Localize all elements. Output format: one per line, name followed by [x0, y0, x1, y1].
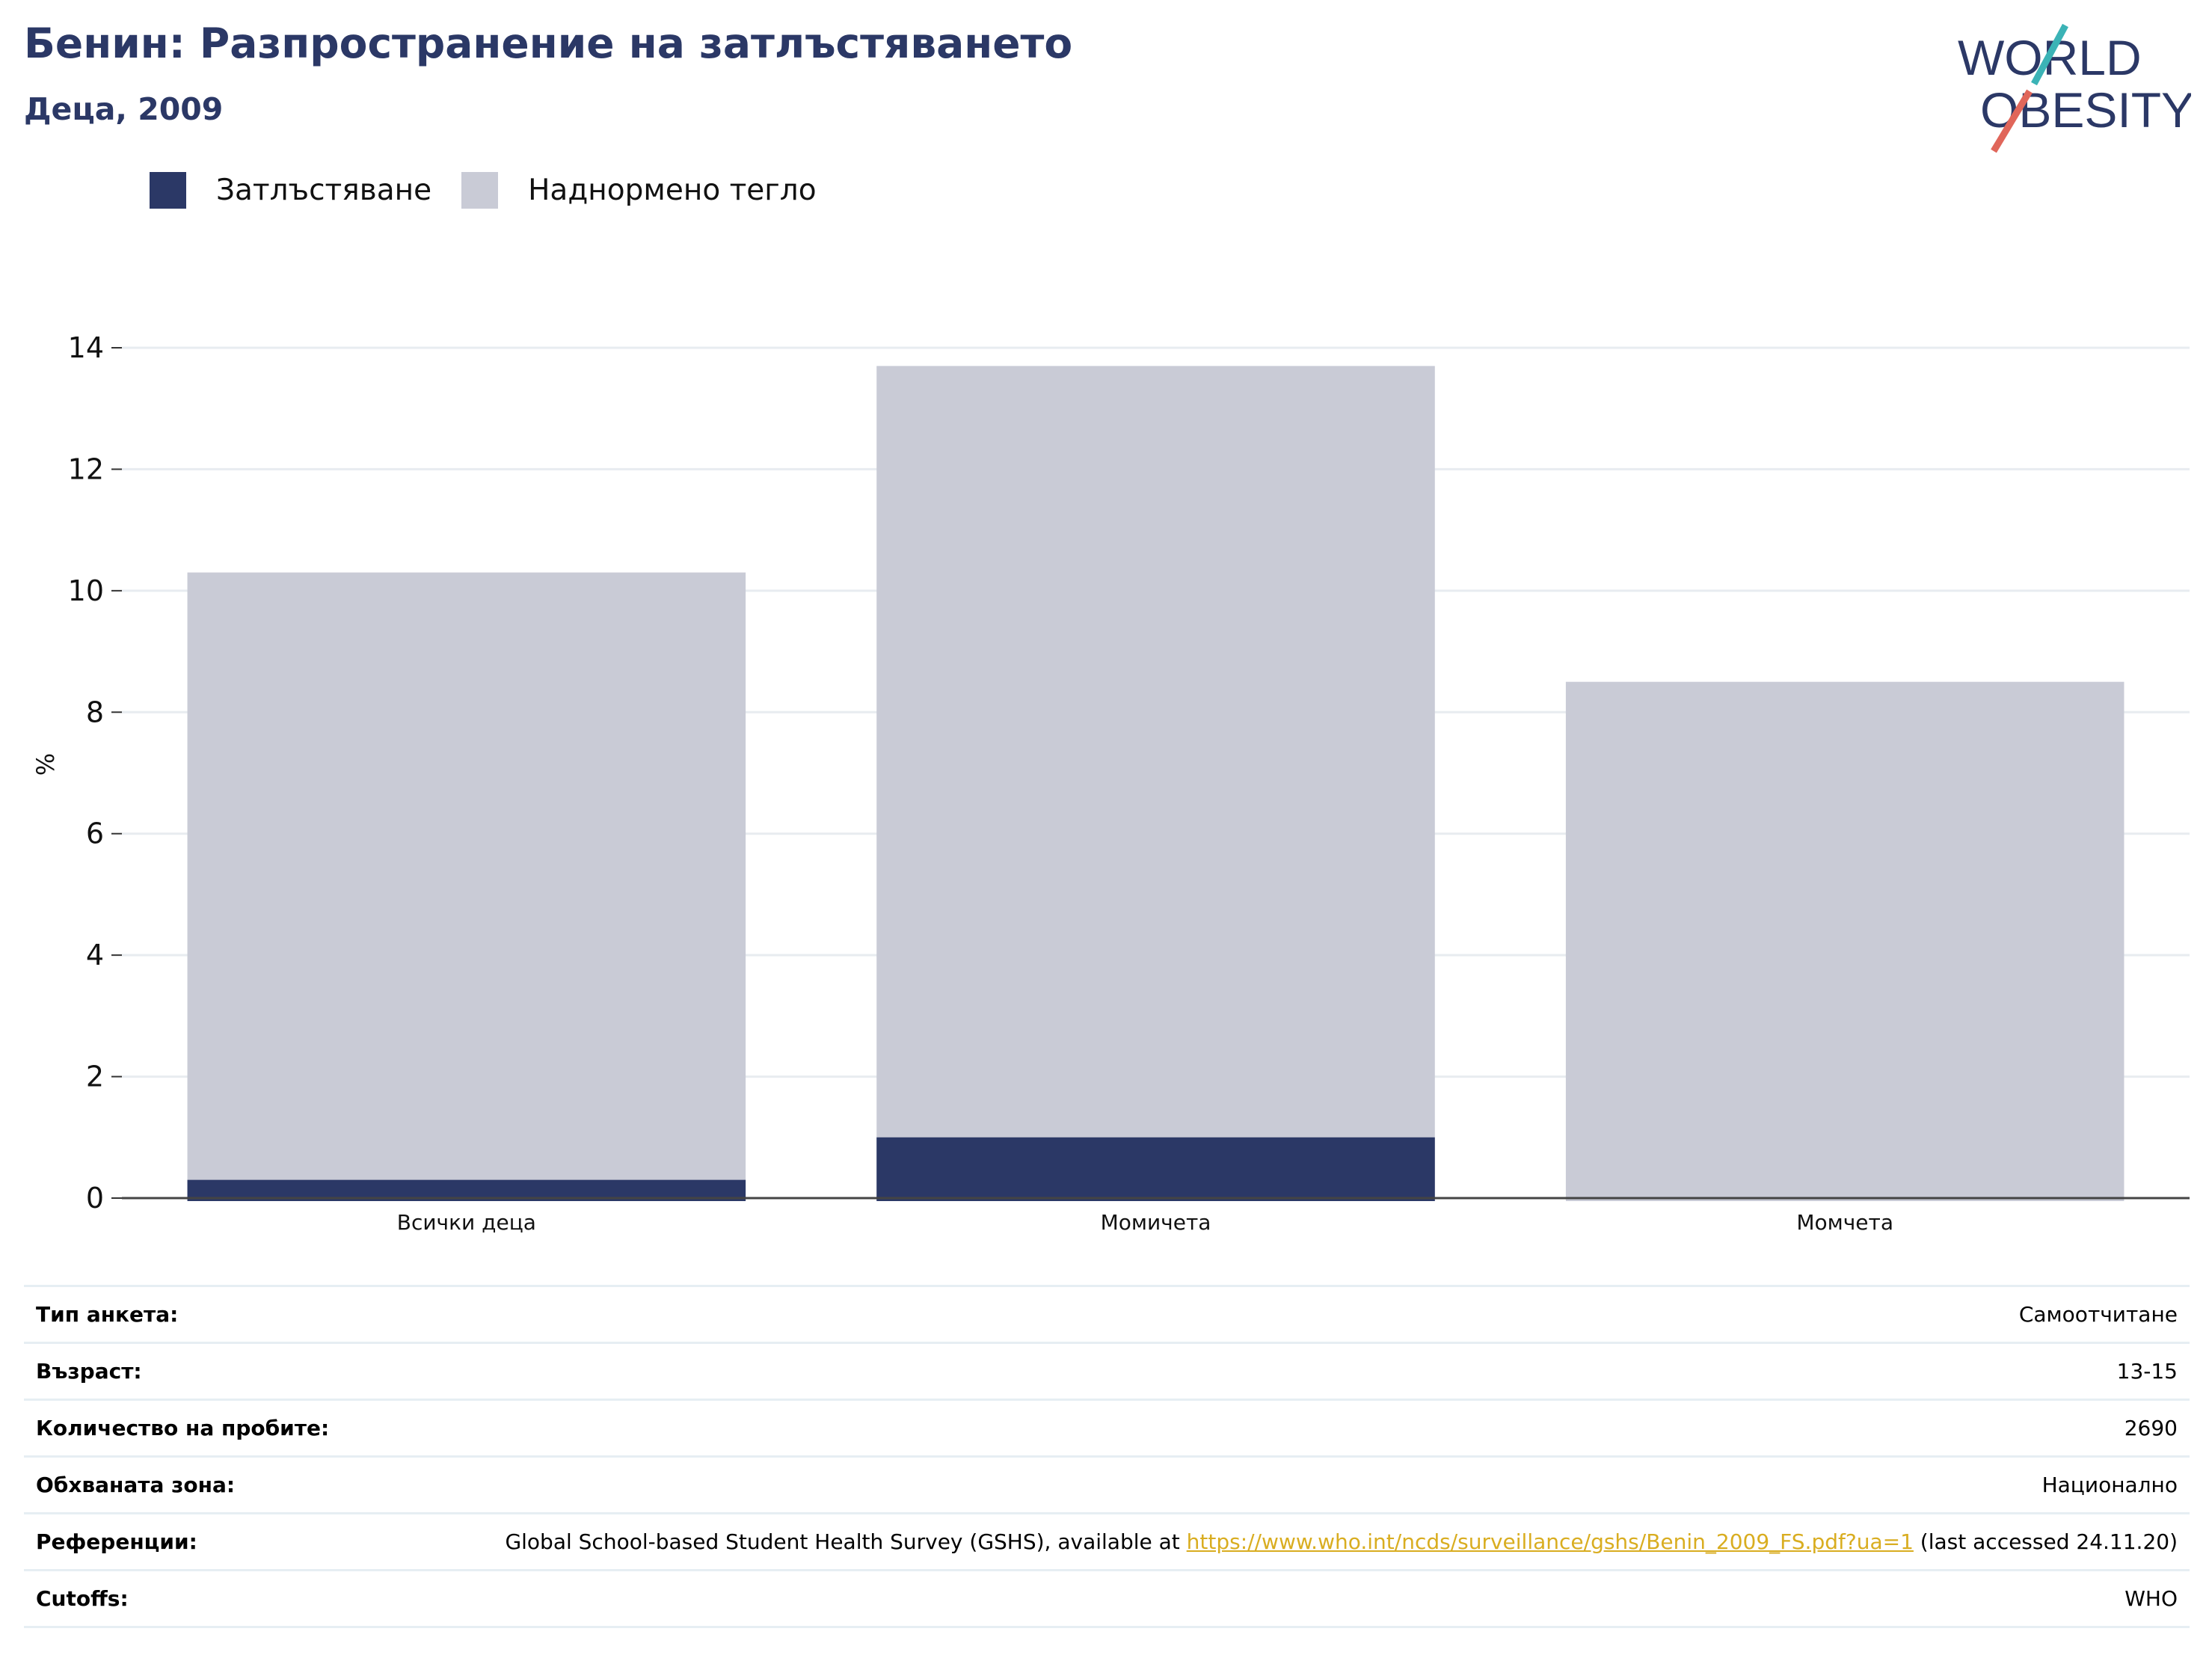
info-value: Самоотчитане	[365, 1285, 2190, 1344]
chart-subtitle: Деца, 2009	[24, 91, 224, 127]
reference-accessed-text: (last accessed 24.11.20)	[1913, 1529, 2178, 1554]
chart-title: Бенин: Разпространение на затлъстяването	[24, 19, 1073, 67]
info-value: 2690	[365, 1399, 2190, 1458]
bar-obesity[interactable]	[876, 1137, 1435, 1201]
legend-swatch-obesity	[150, 172, 186, 209]
y-tick-label: 10	[68, 574, 104, 607]
x-category-label: Всички деца	[397, 1210, 536, 1235]
world-obesity-logo: WORLD OBESITY	[1958, 23, 2191, 153]
survey-info-table: Тип анкета: Самоотчитане Възраст: 13-15 Коли…	[24, 1285, 2190, 1628]
info-key: Количество на пробите:	[24, 1399, 366, 1458]
info-row: Възраст: 13-15	[24, 1342, 2190, 1401]
info-value: Национално	[365, 1455, 2190, 1514]
legend-label-obesity: Затлъстяване	[216, 174, 432, 207]
bar-chart: 0 2 4 6 8 10 12 14 Всички деца Момичета Момчета %	[31, 331, 2190, 1235]
y-tick-label: 6	[86, 817, 104, 850]
y-tick-label: 0	[86, 1182, 104, 1215]
y-axis-label: %	[31, 753, 60, 776]
y-tick-label: 14	[68, 331, 104, 364]
info-value: WHO	[365, 1569, 2190, 1628]
y-tick-label: 8	[86, 696, 104, 728]
info-key: Cutoffs:	[24, 1569, 366, 1628]
bar-overweight[interactable]	[876, 366, 1435, 1202]
info-value: Global School-based Student Health Surve…	[365, 1512, 2190, 1571]
info-key: Тип анкета:	[24, 1285, 366, 1344]
bar-layer	[187, 366, 2125, 1202]
info-row: Количество на пробите: 2690	[24, 1399, 2190, 1458]
axis-layer: 0 2 4 6 8 10 12 14 Всички деца Момичета Момчета	[68, 331, 2190, 1235]
info-row: Обхваната зона: Национално	[24, 1455, 2190, 1514]
legend-label-overweight: Наднормено тегло	[528, 174, 817, 207]
bar-overweight[interactable]	[1565, 681, 2125, 1201]
legend-item-overweight[interactable]: Наднормено тегло	[461, 172, 817, 209]
logo-slash-teal	[2031, 23, 2068, 86]
reference-link[interactable]: https://www.who.int/ncds/surveillance/gs…	[1186, 1529, 1914, 1554]
bar-overweight[interactable]	[187, 572, 746, 1201]
logo-slash-coral	[1991, 89, 2033, 153]
info-key: Обхваната зона:	[24, 1455, 366, 1514]
info-key: Възраст:	[24, 1342, 366, 1401]
y-tick-label: 12	[68, 452, 104, 485]
info-row: Cutoffs: WHO	[24, 1569, 2190, 1628]
legend-item-obesity[interactable]: Затлъстяване	[150, 172, 431, 209]
info-value: 13-15	[365, 1342, 2190, 1401]
info-row: Тип анкета: Самоотчитане	[24, 1285, 2190, 1344]
info-row: Референции: Global School-based Student H…	[24, 1512, 2190, 1571]
logo-text-obesity: OBESITY	[1980, 82, 2191, 138]
info-key: Референции:	[24, 1512, 366, 1571]
x-category-label: Момичета	[1101, 1210, 1211, 1235]
y-tick-label: 2	[86, 1060, 104, 1093]
reference-text: Global School-based Student Health Surve…	[505, 1529, 1187, 1554]
x-category-label: Момчета	[1796, 1210, 1893, 1235]
chart-legend: Затлъстяване Наднормено тегло	[150, 172, 847, 209]
legend-swatch-overweight	[461, 172, 499, 209]
y-tick-label: 4	[86, 939, 104, 971]
